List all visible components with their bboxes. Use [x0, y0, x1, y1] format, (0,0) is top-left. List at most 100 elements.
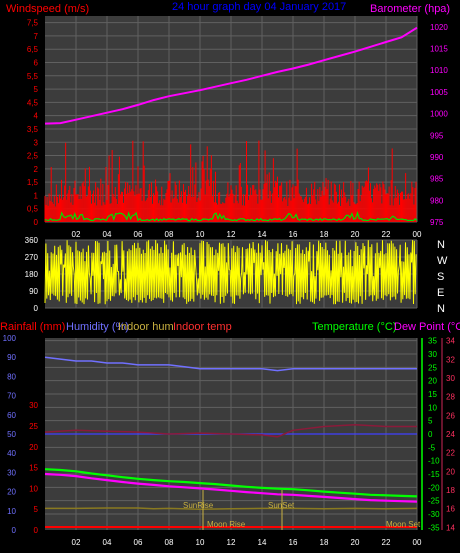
wind-x-tick-label: 16 — [289, 230, 298, 239]
moonrise-label: Moon Rise — [207, 520, 246, 529]
wind-direction-series — [44, 240, 417, 305]
temperature-x-tick-label: 16 — [289, 538, 298, 547]
temperature-x-tick-label: 02 — [72, 538, 81, 547]
dewpoint-tick-label: 22 — [446, 449, 455, 458]
dewpoint-axis-title: Dew Point (°C) — [394, 321, 460, 333]
direction-y-tick-label: 90 — [29, 287, 38, 296]
barometer-axis-title: Barometer (hpa) — [370, 3, 450, 15]
baro-y-tick-label: 1015 — [430, 45, 448, 54]
dewpoint-tick-label: 24 — [446, 430, 455, 439]
wind-average-series — [44, 210, 418, 222]
temperature-axis-title: Temperature (°C) — [312, 321, 396, 333]
wind-x-tick-label: 06 — [134, 230, 143, 239]
wind-y-tick-label: 7,5 — [27, 19, 39, 28]
wind-y-tick-label: 3,5 — [27, 125, 39, 134]
dewpoint-tick-label: 18 — [446, 486, 455, 495]
dewpoint-tick-label: 32 — [446, 355, 455, 364]
wind-y-tick-label: 2,5 — [27, 152, 39, 161]
humidity-tick-label: 0 — [34, 526, 39, 535]
direction-y-tick-label: 270 — [25, 253, 39, 262]
temperature-x-tick-label: 00 — [413, 538, 422, 547]
direction-y-tick-label: 360 — [25, 236, 39, 245]
temperature-tick-label: 0 — [428, 430, 433, 439]
baro-y-tick-label: 1010 — [430, 66, 448, 75]
temperature-x-tick-label: 06 — [134, 538, 143, 547]
compass-letter: S — [437, 271, 444, 283]
temperature-series-group — [44, 356, 418, 510]
humidity-axis-title: Humidity (%) — [66, 321, 129, 333]
compass-letter: N — [437, 239, 445, 251]
wind-x-ticks: 02 04 06 08 10 12 14 16 18 20 22 00 — [72, 230, 422, 239]
wind-y-tick-label: 5,5 — [27, 72, 39, 81]
rainfall-tick-label: 90 — [7, 353, 16, 362]
wind-y-tick-label: 3 — [34, 138, 39, 147]
temperature-x-tick-label: 10 — [196, 538, 205, 547]
temperature-x-tick-label: 14 — [258, 538, 267, 547]
baro-y-tick-label: 985 — [430, 175, 444, 184]
wind-y-tick-label: 4 — [34, 112, 39, 121]
wind-y-tick-label: 7 — [34, 32, 39, 41]
wind-x-tick-label: 18 — [320, 230, 329, 239]
humidity-tick-label: 15 — [29, 464, 38, 473]
temperature-tick-label: -35 — [428, 523, 440, 532]
wind-y-tick-label: 1 — [34, 191, 39, 200]
rainfall-tick-label: 10 — [7, 507, 16, 516]
humidity-tick-label: 25 — [29, 422, 38, 431]
series-indoor-hum — [45, 507, 418, 510]
temperature-x-tick-label: 18 — [320, 538, 329, 547]
temperature-tick-label: -5 — [428, 443, 436, 452]
wind-x-tick-label: 20 — [351, 230, 360, 239]
wind-x-tick-label: 00 — [413, 230, 422, 239]
wind-y-tick-label: 5 — [34, 85, 39, 94]
humidity-tick-label: 5 — [34, 505, 39, 514]
baro-y-tick-label: 995 — [430, 131, 444, 140]
series-humidity — [44, 356, 417, 372]
dewpoint-tick-label: 30 — [446, 374, 455, 383]
compass-letter: N — [437, 303, 445, 315]
dewpoint-tick-label: 20 — [446, 467, 455, 476]
indoor-temp-axis-title: Indoor temp — [173, 321, 232, 333]
temperature-tick-label: 20 — [428, 377, 437, 386]
humidity-tick-label: 20 — [29, 443, 38, 452]
rainfall-tick-label: 100 — [3, 334, 17, 343]
wind-y-tick-label: 1,5 — [27, 178, 39, 187]
temperature-tick-label: -20 — [428, 483, 440, 492]
humidity-tick-label: 30 — [29, 401, 38, 410]
dewpoint-tick-label: 16 — [446, 505, 455, 514]
wind-y-tick-label: 4,5 — [27, 98, 39, 107]
rainfall-tick-label: 80 — [7, 372, 16, 381]
dewpoint-tick-label: 28 — [446, 393, 455, 402]
rainfall-tick-label: 50 — [7, 430, 16, 439]
direction-y-tick-label: 0 — [34, 304, 39, 313]
temperature-tick-label: 30 — [428, 350, 437, 359]
rainfall-axis-title: Rainfall (mm) — [0, 321, 65, 333]
windspeed-axis-title: Windspeed (m/s) — [6, 3, 89, 15]
temperature-x-tick-label: 20 — [351, 538, 360, 547]
temperature-tick-label: -30 — [428, 510, 440, 519]
series-temperature — [44, 468, 418, 498]
temperature-tick-label: 10 — [428, 403, 437, 412]
graph-title: 24 hour graph day 04 January 2017 — [172, 1, 346, 13]
dewpoint-tick-label: 26 — [446, 411, 455, 420]
wind-x-tick-label: 10 — [196, 230, 205, 239]
temperature-tick-label: -10 — [428, 457, 440, 466]
temperature-x-tick-label: 22 — [382, 538, 391, 547]
rainfall-tick-label: 20 — [7, 488, 16, 497]
compass-letter: W — [437, 255, 448, 267]
dewpoint-tick-label: 34 — [446, 337, 455, 346]
wind-y-tick-label: 0,5 — [27, 205, 39, 214]
temperature-x-tick-label: 08 — [165, 538, 174, 547]
temperature-tick-label: 35 — [428, 337, 437, 346]
baro-y-tick-label: 975 — [430, 218, 444, 227]
wind-x-tick-label: 02 — [72, 230, 81, 239]
wind-grid — [75, 16, 418, 222]
wind-y-tick-label: 2 — [34, 165, 39, 174]
wind-x-tick-label: 14 — [258, 230, 267, 239]
rainfall-tick-label: 70 — [7, 392, 16, 401]
dewpoint-tick-label: 14 — [446, 523, 455, 532]
compass-letter: E — [437, 287, 444, 299]
moonset-label: Moon Set — [386, 520, 421, 529]
baro-y-tick-label: 1005 — [430, 88, 448, 97]
